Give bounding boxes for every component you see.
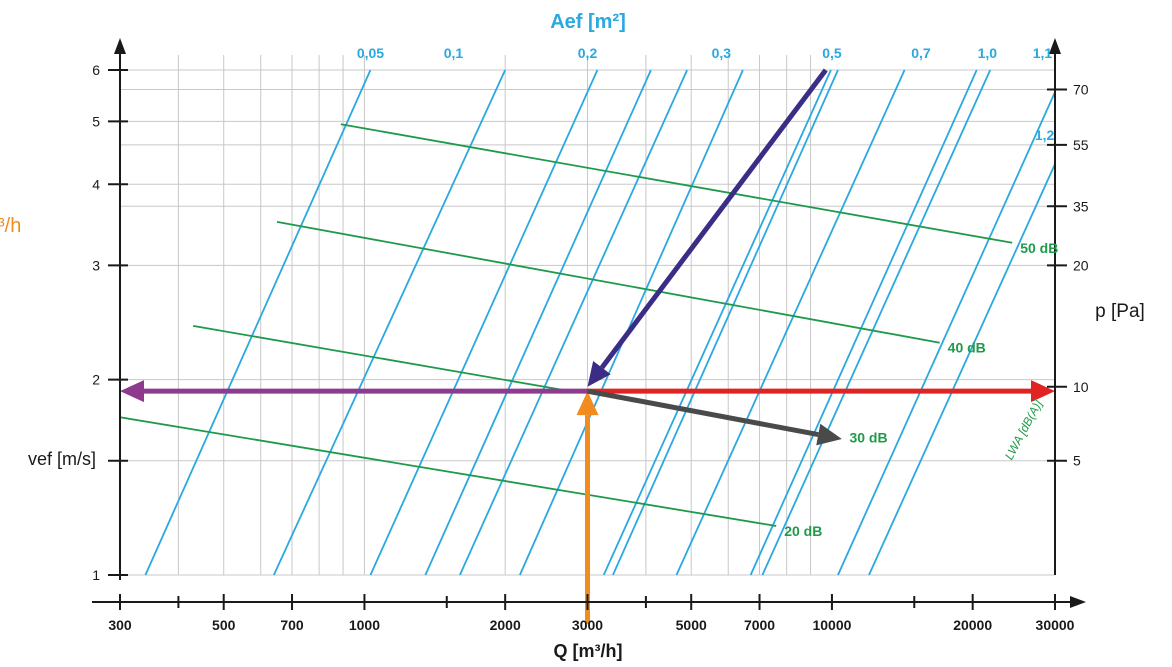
- area-line-label: 1,2: [1035, 127, 1055, 143]
- area-line-label: 1,0: [978, 45, 998, 61]
- y-axis-right-arrowhead: [1049, 38, 1061, 54]
- x-tick-label: 2000: [490, 617, 521, 633]
- y-tick-label-right: 55: [1073, 137, 1089, 153]
- area-line: [459, 69, 688, 576]
- area-line: [612, 69, 839, 576]
- y-axis-left-arrowhead: [114, 38, 126, 54]
- x-tick-label: 3000: [572, 617, 603, 633]
- sound-axis-label: LWA [dB(A)]: [1002, 397, 1045, 462]
- y-tick-label-left: 4: [92, 176, 100, 192]
- area-line: [761, 69, 991, 576]
- velocity-arrow-head: [120, 380, 144, 403]
- y-axis-title-right: p [Pa]: [1095, 301, 1145, 322]
- area-line: [675, 69, 906, 576]
- axes: [92, 38, 1086, 610]
- x-tick-label: 5000: [676, 617, 707, 633]
- y-tick-label-right: 10: [1073, 379, 1089, 395]
- y-tick-label-right: 70: [1073, 81, 1089, 97]
- sound-line: [119, 416, 777, 527]
- x-axis-title: Q [m³/h]: [554, 641, 623, 661]
- y-axis-title-left: vef [m/s]: [28, 449, 96, 469]
- sound-line-label: 20 dB: [784, 523, 822, 539]
- area-line: [369, 69, 599, 576]
- area-line-label: 0,05: [357, 45, 384, 61]
- area-line: [868, 161, 1055, 576]
- area-lines: [144, 69, 1055, 576]
- x-tick-label: 20000: [953, 617, 992, 633]
- x-tick-label: 700: [280, 617, 304, 633]
- area-line: [273, 69, 506, 576]
- area-line-label: 0,5: [822, 45, 842, 61]
- area-line: [144, 69, 372, 576]
- x-axis-arrowhead: [1070, 596, 1086, 608]
- x-tick-label: 300: [108, 617, 132, 633]
- sound-line: [340, 123, 1013, 244]
- area-line: [519, 69, 744, 576]
- y-tick-label-right: 5: [1073, 453, 1081, 469]
- sound-lines: [119, 123, 1013, 527]
- area-line: [602, 69, 832, 576]
- labels: 0,05 0,1 0,2 0,3 0,5 0,7 1,0 1,1 1,2 50 dB 40 dB 20…: [92, 45, 1089, 633]
- y-tick-label-right: 35: [1073, 198, 1089, 214]
- sound-line: [192, 325, 570, 393]
- pressure-arrow-head: [1031, 380, 1055, 403]
- noise-arrow-head: [816, 423, 842, 446]
- chart-title: Aef [m²]: [550, 11, 626, 33]
- x-tick-label: 500: [212, 617, 236, 633]
- area-line-label: 0,7: [911, 45, 931, 61]
- sound-line: [276, 221, 940, 344]
- flow-input-arrow-head: [576, 391, 599, 416]
- arrows: [120, 68, 1055, 625]
- x-tick-label: 7000: [744, 617, 775, 633]
- y-tick-label-left: 5: [92, 113, 100, 129]
- left-edge-fragment: ³/h: [0, 215, 21, 237]
- y-tick-label-left: 1: [92, 567, 100, 583]
- area-line-label: 0,2: [578, 45, 598, 61]
- area-line: [424, 69, 652, 576]
- sound-line-label: 40 dB: [948, 340, 986, 356]
- sound-line-label: 50 dB: [1020, 240, 1058, 256]
- area-line-label: 1,1: [1033, 45, 1053, 61]
- y-tick-label-left: 2: [92, 372, 100, 388]
- area-line: [837, 89, 1055, 576]
- x-tick-label: 10000: [812, 617, 851, 633]
- sound-line-label: 30 dB: [849, 430, 887, 446]
- y-tick-label-left: 3: [92, 257, 100, 273]
- noise-arrow-shaft: [587, 388, 819, 438]
- area-line-arrow-shaft: [599, 68, 828, 370]
- area-line: [749, 69, 978, 576]
- x-tick-label: 30000: [1036, 617, 1075, 633]
- y-tick-label-right: 20: [1073, 257, 1089, 273]
- y-tick-label-left: 6: [92, 62, 100, 78]
- x-tick-label: 1000: [349, 617, 380, 633]
- area-line-arrow-head: [587, 360, 611, 387]
- area-line-label: 0,3: [712, 45, 732, 61]
- area-line-label: 0,1: [444, 45, 464, 61]
